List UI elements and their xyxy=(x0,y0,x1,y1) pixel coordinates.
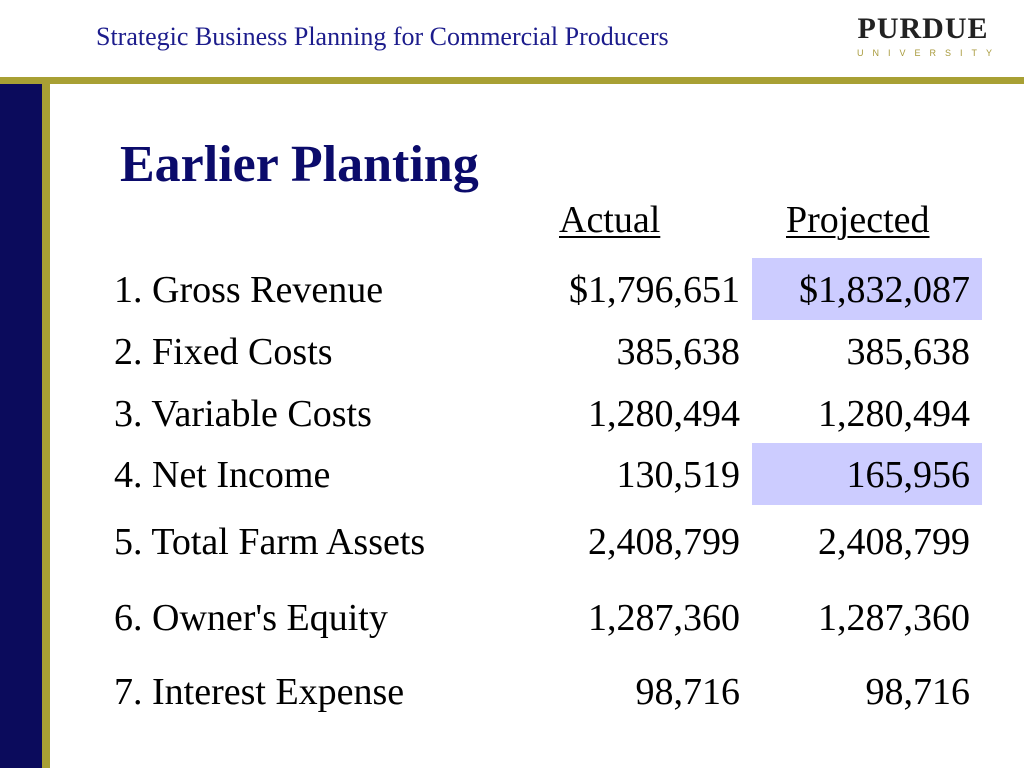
row-projected-cell: 385,638 xyxy=(752,320,982,382)
row-actual-value: 130,519 xyxy=(616,454,741,496)
row-actual-value: 385,638 xyxy=(616,331,741,373)
row-projected-value: $1,832,087 xyxy=(799,269,970,311)
row-projected-cell: 2,408,799 xyxy=(752,510,982,572)
row-label: 7. Interest Expense xyxy=(114,671,405,713)
table-row-interest-expense: 7. Interest Expense 98,716 98,716 xyxy=(0,660,1024,722)
side-navy-bar xyxy=(0,84,42,768)
table-row-gross-revenue: 1. Gross Revenue $1,796,651 $1,832,087 xyxy=(0,258,1024,320)
row-actual-value: 1,280,494 xyxy=(588,393,740,435)
row-projected-value: 165,956 xyxy=(846,454,971,496)
row-actual-value: 1,287,360 xyxy=(588,597,740,639)
header-divider xyxy=(0,77,1024,84)
purdue-logo: PURDUE UNIVERSITY xyxy=(848,12,998,58)
table-row-variable-costs: 3. Variable Costs 1,280,494 1,280,494 xyxy=(0,382,1024,444)
table-row-total-farm-assets: 5. Total Farm Assets 2,408,799 2,408,799 xyxy=(0,510,1024,572)
row-projected-value: 2,408,799 xyxy=(818,521,970,563)
row-label: 1. Gross Revenue xyxy=(114,269,384,311)
row-projected-value: 1,287,360 xyxy=(818,597,970,639)
table-row-fixed-costs: 2. Fixed Costs 385,638 385,638 xyxy=(0,320,1024,382)
column-header-projected: Projected xyxy=(786,199,930,241)
logo-subtitle: UNIVERSITY xyxy=(857,48,1002,58)
row-label: 3. Variable Costs xyxy=(114,393,372,435)
row-label: 4. Net Income xyxy=(114,454,331,496)
logo-wordmark: PURDUE xyxy=(857,12,989,45)
table-row-net-income: 4. Net Income 130,519 165,956 xyxy=(0,443,1024,505)
table-row-owners-equity: 6. Owner's Equity 1,287,360 1,287,360 xyxy=(0,586,1024,648)
side-gold-stripe xyxy=(42,84,50,768)
row-projected-value: 1,280,494 xyxy=(818,393,970,435)
row-actual-value: 98,716 xyxy=(635,671,741,713)
row-projected-cell: 1,287,360 xyxy=(752,586,982,648)
row-actual-value: $1,796,651 xyxy=(569,269,740,311)
row-label: 5. Total Farm Assets xyxy=(114,521,426,563)
header-title: Strategic Business Planning for Commerci… xyxy=(96,22,669,51)
row-projected-cell: 1,280,494 xyxy=(752,382,982,444)
column-header-actual: Actual xyxy=(559,199,661,241)
row-projected-cell: 98,716 xyxy=(752,660,982,722)
row-label: 6. Owner's Equity xyxy=(114,597,388,639)
row-projected-value: 385,638 xyxy=(846,331,971,373)
row-actual-value: 2,408,799 xyxy=(588,521,740,563)
row-projected-cell: 165,956 xyxy=(752,443,982,505)
row-projected-value: 98,716 xyxy=(865,671,971,713)
row-label: 2. Fixed Costs xyxy=(114,331,333,373)
row-projected-cell: $1,832,087 xyxy=(752,258,982,320)
slide-title: Earlier Planting xyxy=(120,136,479,193)
